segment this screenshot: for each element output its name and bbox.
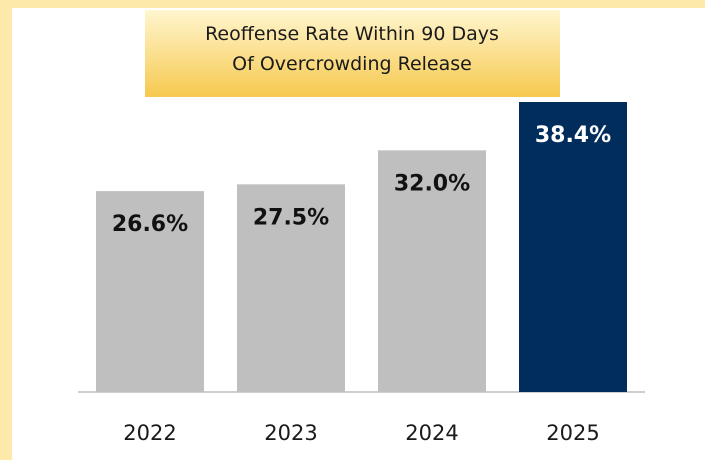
bar — [519, 102, 627, 392]
bar — [96, 191, 204, 392]
top-border — [0, 0, 705, 8]
chart-title: Of Overcrowding Release — [232, 53, 472, 75]
x-tick-label: 2023 — [264, 421, 317, 445]
chart-title: Reoffense Rate Within 90 Days — [205, 23, 499, 45]
value-label: 26.6% — [112, 212, 188, 237]
title-box — [145, 10, 560, 97]
bar — [237, 184, 345, 392]
x-tick-label: 2022 — [123, 421, 176, 445]
value-label: 32.0% — [394, 171, 470, 196]
x-tick-label: 2024 — [405, 421, 458, 445]
value-label: 38.4% — [535, 123, 611, 148]
left-border — [0, 0, 12, 460]
x-tick-label: 2025 — [546, 421, 599, 445]
value-label: 27.5% — [253, 205, 329, 230]
bar — [378, 150, 486, 392]
